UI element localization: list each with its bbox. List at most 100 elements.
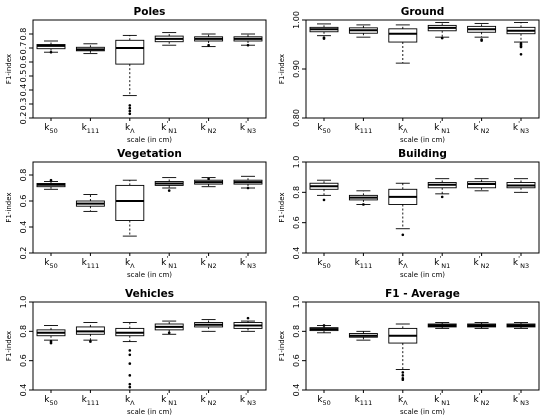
x-tick-label: k50 xyxy=(44,123,58,135)
x-axis-label: scale (in cm) xyxy=(400,136,445,144)
x-tick-label-sub: Λ xyxy=(403,399,408,407)
chart-title: Poles xyxy=(134,6,166,18)
x-axis-label: scale (in cm) xyxy=(400,408,445,416)
x-tick-label: k111 xyxy=(355,123,373,135)
x-tick-label: k'N3 xyxy=(513,392,529,407)
x-tick-label-sub: N1 xyxy=(441,399,450,407)
box xyxy=(309,324,339,334)
outlier-point xyxy=(207,177,210,181)
box xyxy=(506,22,536,56)
outlier-point xyxy=(362,203,365,206)
x-tick-label-sup: ' xyxy=(245,120,247,128)
x-tick-label-sub: 50 xyxy=(322,127,330,135)
box xyxy=(427,178,457,199)
x-tick-label-sup: ' xyxy=(206,255,208,263)
iqr-box xyxy=(115,39,145,65)
chart-panel: Poles F1-index 0.20.30.40.50.60.70.8 scale … xyxy=(5,6,267,144)
box xyxy=(194,177,224,188)
x-tick-label-sub: N1 xyxy=(441,127,450,135)
x-tick-label-sub: 50 xyxy=(49,262,57,270)
box xyxy=(348,330,378,341)
y-tick-label: 1.00 xyxy=(292,11,301,29)
y-tick-label: 0.8 xyxy=(19,169,28,182)
plot-frame xyxy=(305,19,540,119)
y-tick-label: 0.3 xyxy=(19,98,28,111)
x-tick-label-base: k xyxy=(355,123,361,133)
x-tick-label-sup: ' xyxy=(479,120,481,128)
y-tick-label: 0.8 xyxy=(292,186,301,199)
y-tick-label: 0.4 xyxy=(292,247,301,260)
box xyxy=(506,178,536,193)
outlier-point xyxy=(128,385,132,389)
x-tick-label-base: k xyxy=(240,395,246,405)
box xyxy=(115,322,145,389)
outlier-point xyxy=(128,382,132,386)
x-tick-label-base: k xyxy=(474,395,480,405)
box xyxy=(75,322,105,343)
x-tick-label: k'N1 xyxy=(434,255,450,270)
x-tick-label-sub: N2 xyxy=(481,399,490,407)
chart-title: F1 - Average xyxy=(385,288,460,300)
outlier-point xyxy=(401,371,405,374)
y-tick-label: 0.4 xyxy=(19,384,28,397)
y-tick-label: 0.8 xyxy=(19,28,28,41)
x-tick-label-sup: ' xyxy=(166,120,168,128)
box xyxy=(467,178,497,192)
outlier-point xyxy=(440,195,444,199)
outlier-point xyxy=(401,374,405,377)
outlier-point xyxy=(322,324,326,327)
x-tick-label-base: k xyxy=(240,258,246,268)
x-tick-label-base: k xyxy=(355,258,361,268)
plot-frame xyxy=(305,161,540,254)
outlier-point xyxy=(49,340,53,343)
x-tick-label-sub: 50 xyxy=(49,127,57,135)
x-tick-label-base: k xyxy=(125,258,131,268)
x-tick-label-sub: 50 xyxy=(322,262,330,270)
box xyxy=(506,322,536,329)
chart-title: Vegetation xyxy=(117,148,182,160)
chart-panel: Vehicles F1-index 0.4 0.6 0.8 1.0 scale (in cm… xyxy=(5,288,267,416)
x-axis-label: scale (in cm) xyxy=(127,271,172,279)
x-axis-label: scale (in cm) xyxy=(127,408,172,416)
outlier-point xyxy=(440,36,444,40)
x-tick-label-base: k xyxy=(317,258,323,268)
x-tick-label-sub: N2 xyxy=(208,262,217,270)
x-tick-label-sub: Λ xyxy=(130,262,135,270)
x-tick-label: kΛ xyxy=(125,395,135,407)
x-tick-label-sub: N2 xyxy=(208,399,217,407)
x-tick-label-sub: Λ xyxy=(403,127,408,135)
outlier-point xyxy=(401,233,405,237)
iqr-box xyxy=(388,28,418,43)
box xyxy=(36,325,66,345)
x-tick-label-sub: N3 xyxy=(520,399,529,407)
box xyxy=(194,319,224,332)
box xyxy=(36,40,66,54)
outlier-point xyxy=(49,50,53,54)
x-tick-label-base: k xyxy=(398,258,404,268)
box xyxy=(233,33,263,47)
x-tick-label: k111 xyxy=(82,123,100,135)
plot-frame xyxy=(32,301,267,391)
x-tick-label: k'N3 xyxy=(240,255,256,270)
x-tick-label-sub: N3 xyxy=(520,262,529,270)
x-tick-label-sub: N3 xyxy=(247,127,256,135)
box xyxy=(115,34,145,116)
box xyxy=(348,24,378,38)
chart-title: Vehicles xyxy=(125,288,174,300)
outlier-point xyxy=(167,331,171,335)
x-tick-label-sub: 50 xyxy=(322,399,330,407)
x-tick-label-base: k xyxy=(82,395,88,405)
outlier-point xyxy=(49,178,53,182)
x-tick-label: k'N1 xyxy=(161,392,177,407)
x-tick-label: k111 xyxy=(82,395,100,407)
outlier-point xyxy=(322,198,326,202)
x-tick-label-sup: ' xyxy=(439,255,441,263)
x-tick-label-sup: ' xyxy=(439,392,441,400)
x-tick-label-base: k xyxy=(355,395,361,405)
x-tick-label: k'N3 xyxy=(240,392,256,407)
x-tick-label-sub: Λ xyxy=(403,262,408,270)
x-tick-label: k111 xyxy=(355,395,373,407)
outlier-point xyxy=(128,353,132,357)
x-tick-label: kΛ xyxy=(398,258,408,270)
x-tick-label-sup: ' xyxy=(166,255,168,263)
